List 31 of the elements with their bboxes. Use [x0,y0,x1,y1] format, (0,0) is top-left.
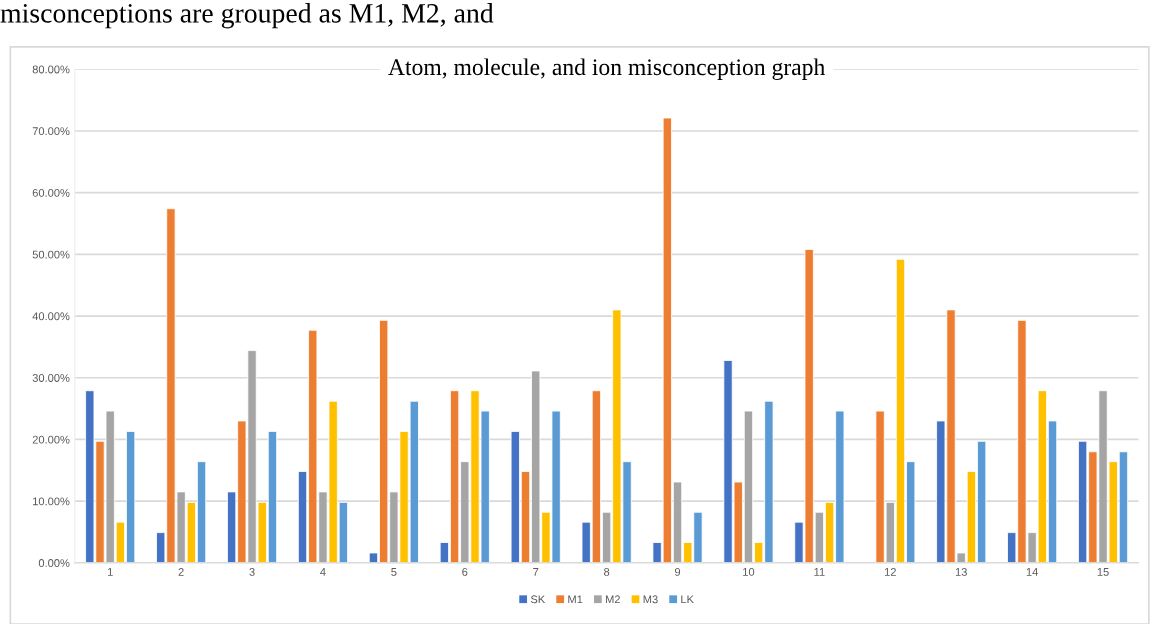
y-tick-label: 10.00% [33,497,70,506]
x-tick-label: 2 [178,568,184,576]
y-tick-label: 20.00% [32,435,70,444]
x-tick-label: 5 [391,568,397,576]
y-tick-label: 60.00% [32,188,70,197]
y-tick-label: 80.00% [32,65,70,74]
x-tick-label: 11 [814,568,825,576]
x-tick-label: 4 [320,568,326,576]
y-tick-label: 0.00% [38,559,70,567]
x-tick-label: 1 [107,568,113,576]
legend-label: LK [681,595,694,604]
x-tick-label: 15 [1097,568,1109,576]
legend-label: M1 [568,595,583,604]
x-tick-label: 3 [249,568,255,576]
x-tick-label: 10 [743,568,755,576]
x-tick-label: 8 [604,568,610,576]
x-tick-label: 14 [1026,568,1038,576]
legend-label: M2 [605,595,620,604]
x-tick-label: 13 [955,568,967,576]
x-tick-label: 7 [533,568,539,576]
x-tick-label: 12 [884,568,896,576]
text: misconceptions are grouped as M1, M2, and [0,3,494,29]
y-tick-label: 40.00% [32,312,70,321]
chart-title: Atom, molecule, and ion misconception graph [388,58,825,80]
y-tick-label: 70.00% [32,127,70,136]
legend-label: SK [530,595,546,604]
y-tick-label: 50.00% [32,250,70,259]
legend-label: M3 [643,595,658,604]
x-tick-label: 9 [674,568,681,576]
x-tick-label: 6 [462,568,468,576]
y-tick-label: 30.00% [32,374,70,382]
